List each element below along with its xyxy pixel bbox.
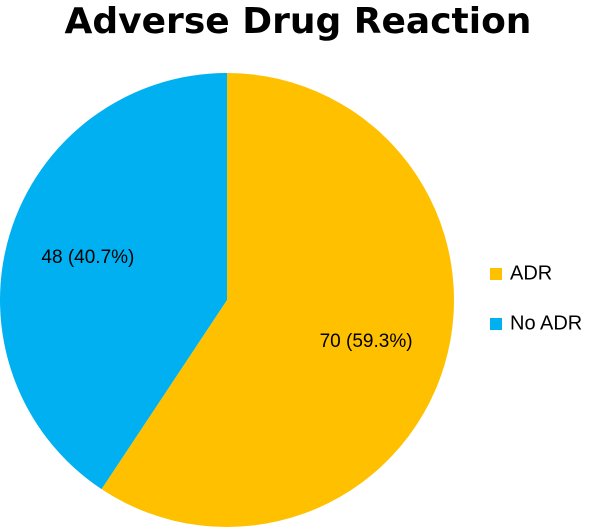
legend-swatch-adr — [490, 268, 502, 280]
pie-slice-no-adr — [0, 73, 227, 490]
legend-item-no-adr: No ADR — [490, 312, 582, 334]
slice-labels: 70 (59.3%) 48 (40.7%) — [41, 247, 412, 352]
pie-slice-adr — [101, 73, 454, 527]
legend: ADR No ADR — [490, 262, 582, 334]
legend-item-adr: ADR — [490, 262, 552, 284]
data-label-no-adr: 48 (40.7%) — [41, 247, 134, 268]
legend-label-adr: ADR — [510, 262, 552, 284]
chart-title: Adverse Drug Reaction — [65, 1, 532, 42]
data-label-adr: 70 (59.3%) — [320, 331, 413, 352]
legend-swatch-no-adr — [490, 318, 502, 330]
pie-slices — [0, 73, 454, 527]
legend-label-no-adr: No ADR — [510, 312, 582, 334]
